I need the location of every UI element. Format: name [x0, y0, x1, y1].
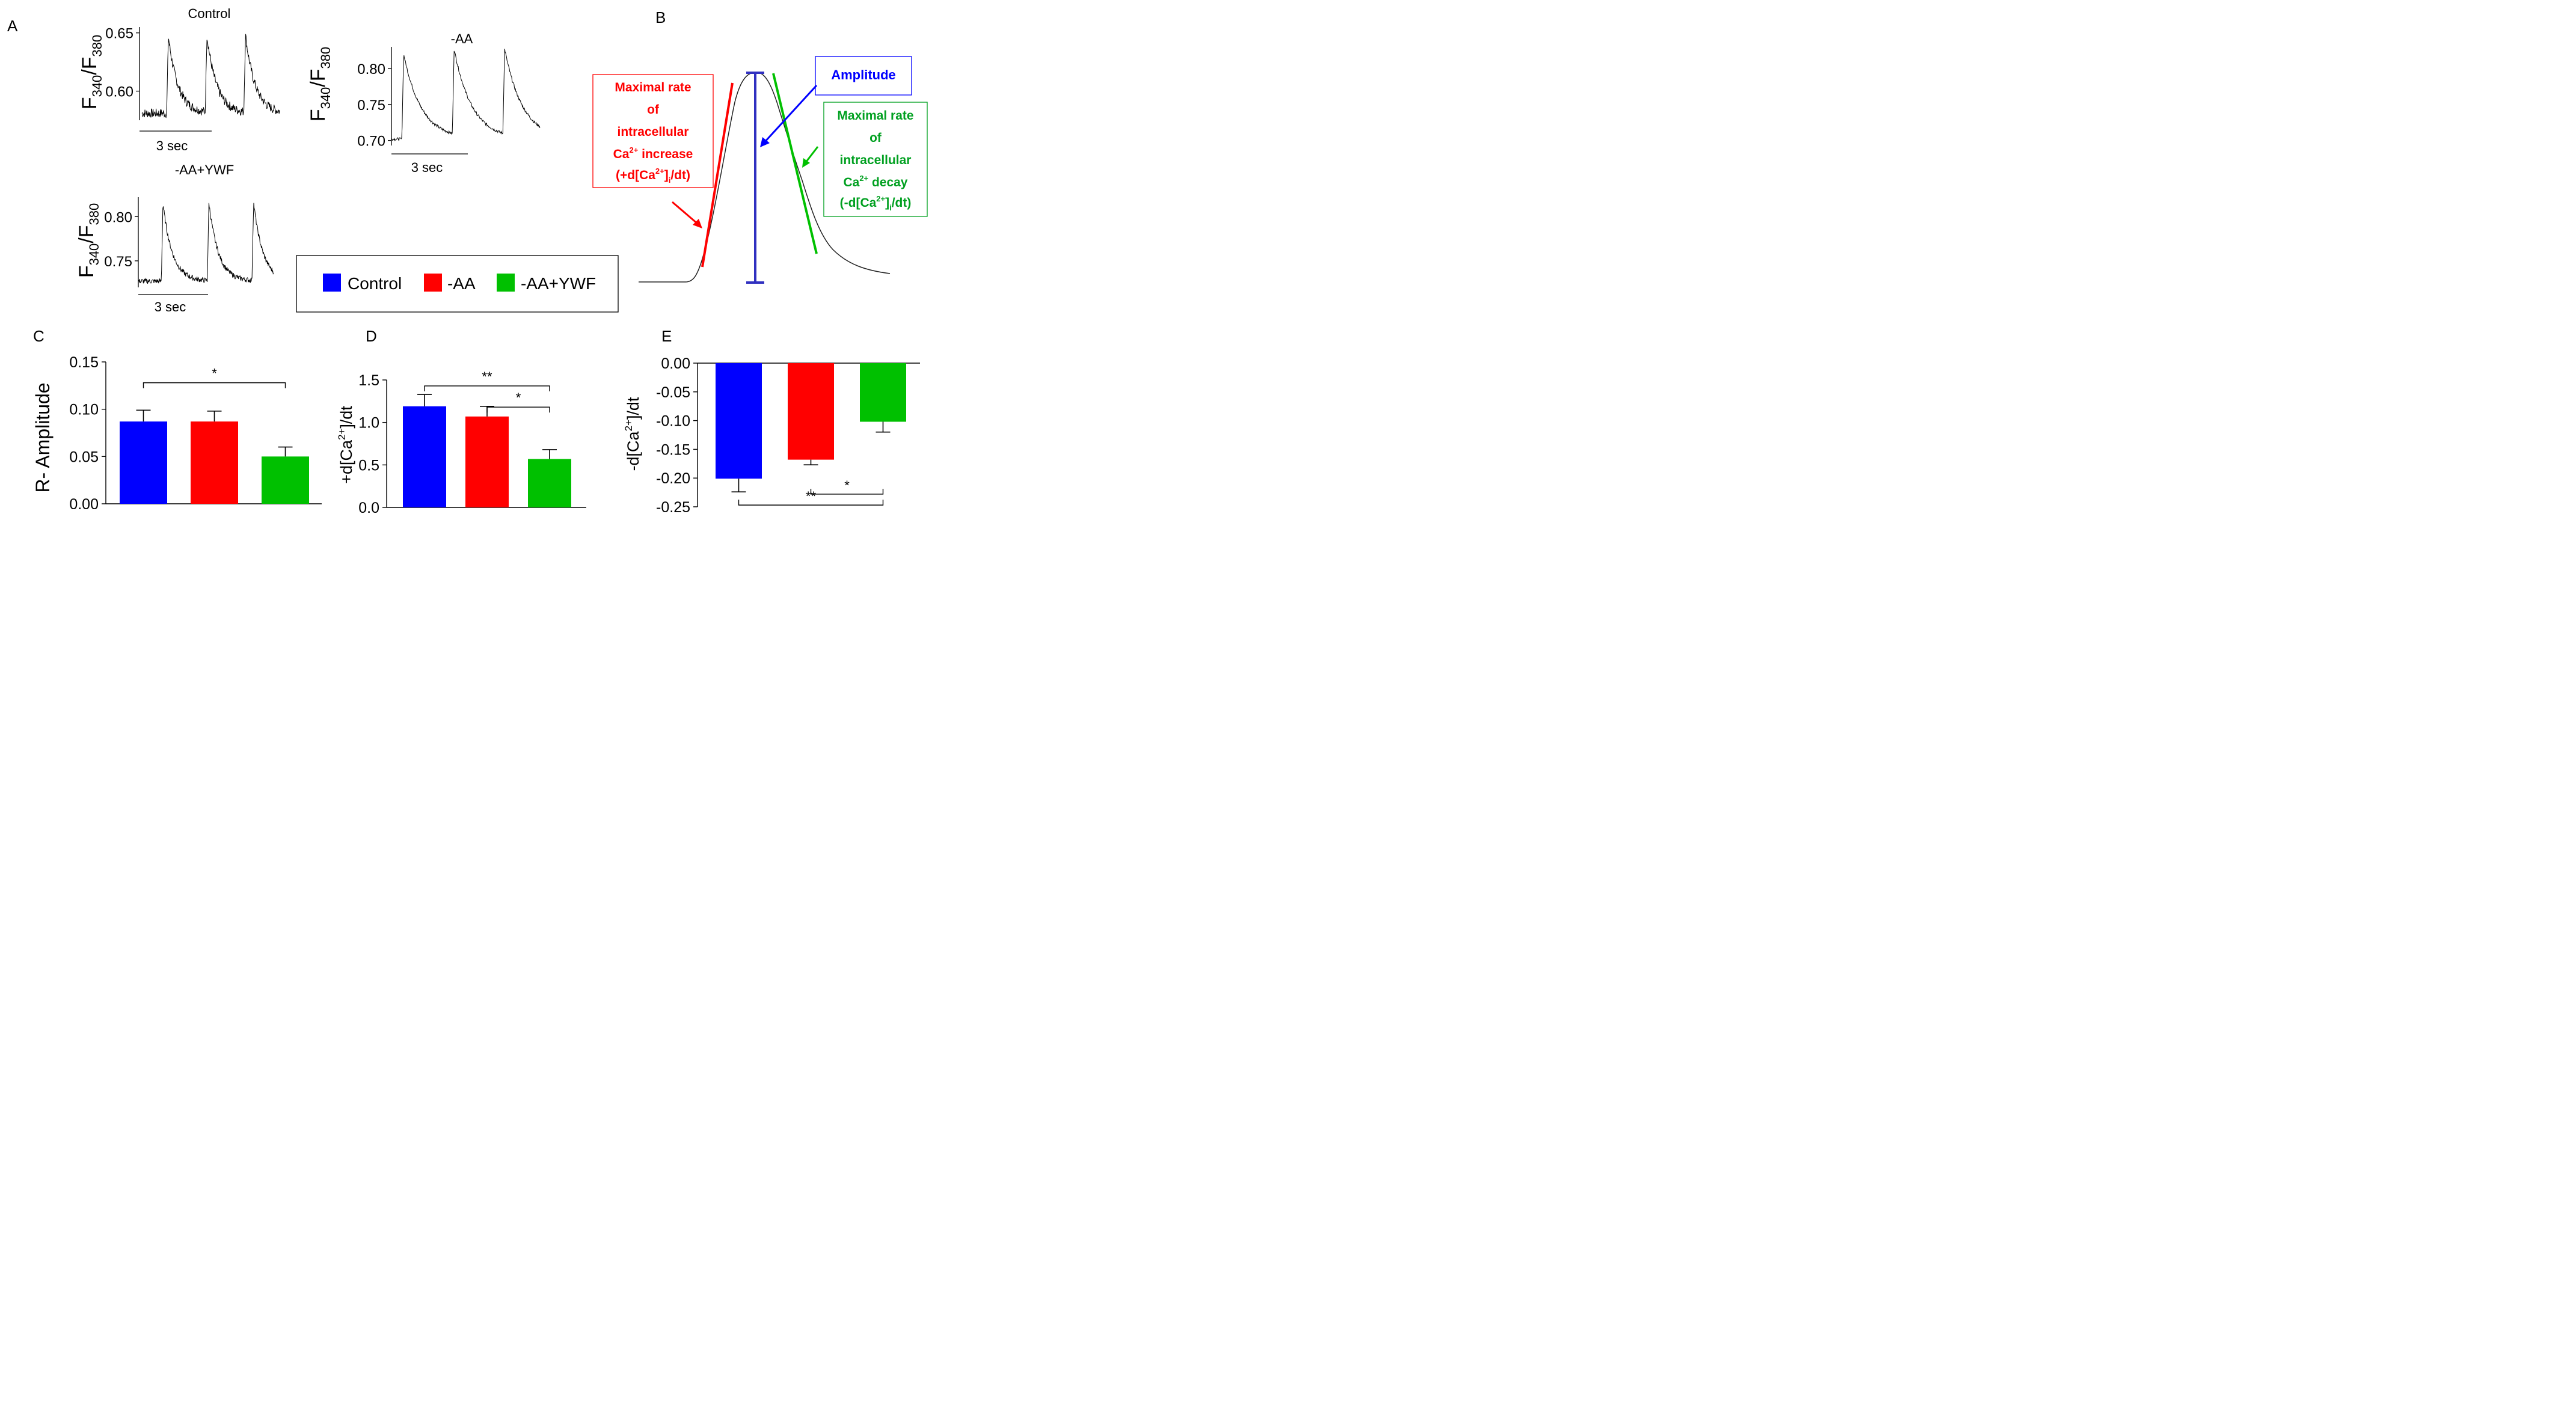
- legend-swatch-control: [322, 273, 341, 292]
- trace-line: [141, 34, 280, 118]
- decay-rate-label-line: Ca2+ decay: [843, 174, 907, 189]
- y-tick-label: -0.05: [656, 384, 690, 401]
- trace-y-tick-label: 0.65: [105, 26, 133, 42]
- significance-label: **: [806, 489, 817, 504]
- panel-letter-d: D: [366, 327, 377, 345]
- bar-aa: [465, 416, 509, 507]
- trace-y-tick-label: 0.80: [104, 209, 132, 225]
- decay-rate-label-line: of: [869, 131, 882, 145]
- rise-rate-label-line: intracellular: [618, 125, 689, 139]
- y-tick-label: 0.00: [661, 355, 690, 372]
- trace-panel-control: Control F340/F380 0.65 0.60 3 sec: [78, 6, 280, 153]
- bar-aa: [190, 421, 238, 504]
- trace-title: -AA+YWF: [175, 162, 234, 177]
- amplitude-label: Amplitude: [831, 67, 895, 82]
- significance-label: *: [212, 366, 217, 381]
- amplitude-arrow: [763, 84, 818, 144]
- y-tick-label: -0.25: [656, 499, 690, 516]
- y-tick-label: 1.5: [358, 372, 379, 389]
- significance-label: **: [482, 369, 492, 384]
- y-tick-label: 0.0: [358, 500, 379, 516]
- chart-e: 0.00-0.05-0.10-0.15-0.20-0.25***: [656, 355, 920, 516]
- rise-rate-label-line: (+d[Ca2+]i/dt): [616, 167, 690, 185]
- decay-rate-label-line: intracellular: [840, 153, 912, 167]
- trace-panel-aa: -AA F340/F380 0.80 0.75 0.70 3 sec: [307, 31, 541, 175]
- chart-c-y-axis-label: R- Amplitude: [32, 382, 54, 492]
- trace-y-tick-label: 0.70: [357, 133, 385, 150]
- legend-label-aa: -AA: [447, 274, 476, 293]
- trace-line: [391, 49, 541, 142]
- decay-rate-label-box: [823, 102, 928, 217]
- time-scale-label: 3 sec: [156, 138, 188, 153]
- time-scale-label: 3 sec: [155, 299, 186, 314]
- trace-y-tick-label: 0.75: [104, 254, 132, 270]
- legend-label-control: Control: [348, 274, 402, 293]
- chart-e-y-axis-label: -d[Ca2+]/dt: [623, 397, 642, 471]
- rise-rate-label-line: of: [647, 103, 660, 117]
- trace-y-tick-label: 0.75: [357, 97, 385, 114]
- significance-label: *: [844, 478, 850, 493]
- legend-swatch-aa: [423, 273, 442, 292]
- figure-canvas: A B C D E Control F340/F380 0.65 0.60 3 s…: [7, 6, 928, 516]
- bar-control: [119, 421, 167, 504]
- decay-rate-label-line: (-d[Ca2+]i/dt): [840, 194, 912, 212]
- significance-label: *: [516, 390, 521, 405]
- trace-y-tick-label: 0.60: [105, 84, 133, 100]
- y-tick-label: 0.15: [69, 354, 99, 371]
- significance-bracket: [143, 382, 286, 388]
- trace-y-tick-label: 0.80: [357, 61, 385, 78]
- trace-line: [138, 203, 274, 284]
- trace-title: -AA: [451, 31, 473, 46]
- trace-y-axis-label: F340/F380: [307, 47, 333, 121]
- chart-c: 0.00 0.05 0.10 0.15 *: [69, 354, 322, 513]
- rise-rate-label-box: [592, 74, 714, 188]
- significance-bracket: [424, 385, 550, 391]
- bar-aa-ywf: [527, 459, 571, 507]
- amplitude-label-box: [815, 56, 912, 96]
- y-tick-label: 0.10: [69, 402, 99, 418]
- significance-bracket: [486, 406, 550, 413]
- trace-panel-aa-ywf: -AA+YWF F340/F380 0.80 0.75 3 sec: [75, 162, 274, 314]
- bar-aa-ywf: [261, 456, 309, 504]
- y-tick-label: 1.0: [358, 415, 379, 432]
- bar-control: [715, 363, 762, 479]
- trace-y-axis-label: F340/F380: [75, 203, 102, 278]
- panel-letter-c: C: [33, 327, 44, 345]
- y-tick-label: -0.10: [656, 413, 690, 430]
- chart-d-y-axis-label: +d[Ca2+]/dt: [336, 406, 355, 484]
- panel-letter-e: E: [661, 327, 672, 345]
- y-tick-label: 0.05: [69, 448, 99, 465]
- y-tick-label: 0.00: [69, 496, 99, 513]
- legend-label-aa-ywf: -AA+YWF: [521, 274, 596, 293]
- bar-aa-ywf: [859, 363, 906, 422]
- significance-bracket: [810, 488, 884, 495]
- rise-rate-arrowhead: [692, 218, 702, 228]
- panel-letter-a: A: [7, 17, 18, 35]
- y-tick-label: -0.15: [656, 441, 690, 458]
- chart-d: 0.00.51.01.5 ***: [358, 369, 586, 516]
- bar-control: [402, 406, 446, 507]
- panel-letter-b: B: [655, 8, 666, 26]
- decay-rate-label-line: Maximal rate: [837, 109, 913, 123]
- significance-bracket: [738, 500, 884, 506]
- time-scale-label: 3 sec: [411, 160, 443, 175]
- rise-rate-arrow: [672, 201, 698, 225]
- bar-aa: [787, 363, 834, 460]
- rise-rate-label-line: Maximal rate: [615, 81, 691, 94]
- decay-rate-arrow: [805, 146, 819, 163]
- rise-rate-label-line: Ca2+ increase: [613, 145, 693, 161]
- y-tick-label: 0.5: [358, 457, 379, 474]
- y-tick-label: -0.20: [656, 470, 690, 487]
- trace-title: Control: [188, 6, 231, 21]
- legend-box: [296, 255, 619, 313]
- decay-slope-line: [772, 73, 818, 254]
- schematic-panel: Amplitude Maximal rate of intracellular …: [592, 56, 928, 284]
- trace-y-axis-label: F340/F380: [78, 35, 105, 109]
- legend: Control -AA -AA+YWF: [296, 255, 619, 313]
- amplitude-arrowhead: [759, 136, 770, 147]
- rise-slope-line: [701, 82, 734, 268]
- legend-swatch-aa-ywf: [496, 273, 515, 292]
- decay-rate-arrowhead: [802, 158, 810, 168]
